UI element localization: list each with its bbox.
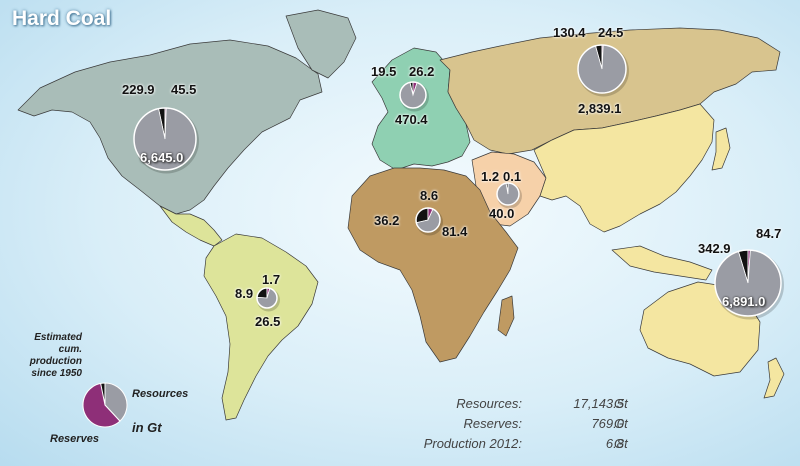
region-greenland (285, 9, 357, 79)
pie-latin-america (256, 287, 280, 312)
pie-austral-asia (714, 249, 784, 320)
europe-resources-label: 470.4 (395, 112, 428, 127)
pie-outline (133, 107, 197, 171)
la-resources-label: 26.5 (255, 314, 281, 329)
legend-note-line: since 1950 (31, 368, 82, 379)
region-asia (533, 103, 715, 233)
aa-reserves-label: 84.7 (756, 226, 782, 241)
summary-row-production: Production 2012: 6.8 Gt (392, 436, 642, 456)
legend-reserves-label: Reserves (50, 433, 99, 445)
pie-outline (496, 182, 520, 206)
africa-resources-label: 81.4 (442, 224, 468, 239)
cis-reserves-label: 24.5 (598, 25, 624, 40)
summary-row-resources: Resources: 17,143.5 Gt (392, 396, 642, 416)
europe-reserves-label: 26.2 (409, 64, 435, 79)
legend-resources-label: Resources (132, 388, 189, 400)
pie-africa (415, 207, 443, 236)
aa-resources-label: 6,891.0 (722, 294, 766, 309)
summary-key: Resources: (456, 396, 522, 411)
pie-outline (399, 81, 427, 109)
pie-outline (714, 249, 782, 317)
me-resources-label: 40.0 (489, 206, 515, 221)
legend-note-line: Estimated (34, 332, 82, 343)
me-reserves-label: 0.1 (503, 169, 522, 184)
region-south-america (203, 233, 319, 421)
region-europe (371, 47, 471, 171)
legend-reserves-slice (82, 382, 121, 428)
pie-outline (415, 207, 441, 233)
legend-production-note: Estimated cum. production since 1950 (6, 332, 82, 380)
legend-resources-slice (104, 382, 128, 422)
cis-production-label: 130.4 (553, 25, 586, 40)
pie-outline (256, 287, 278, 309)
pie-cis (577, 44, 629, 97)
summary-unit: Gt (614, 416, 628, 431)
cis-resources-label: 2,839.1 (578, 101, 622, 116)
legend-note-line: cum. (58, 344, 82, 355)
me-production-label: 1.2 (481, 169, 500, 184)
africa-production-label: 36.2 (374, 213, 400, 228)
summary-unit: Gt (614, 436, 628, 451)
region-indonesia (611, 245, 713, 281)
aa-production-label: 342.9 (698, 241, 731, 256)
region-new-zealand (763, 357, 785, 399)
map-title: Hard Coal (12, 7, 112, 30)
na-reserves-label: 45.5 (171, 82, 197, 97)
summary-key: Reserves: (463, 416, 522, 431)
pie-north-america (133, 107, 199, 174)
summary-block: Resources: 17,143.5 Gt Reserves: 769.0 G… (392, 396, 642, 456)
pie-europe (399, 81, 429, 112)
la-production-label: 8.9 (235, 286, 254, 301)
europe-production-label: 19.5 (371, 64, 397, 79)
summary-key: Production 2012: (423, 436, 522, 451)
summary-value: 6.8 (605, 436, 624, 451)
summary-row-reserves: Reserves: 769.0 Gt (392, 416, 642, 436)
pie-charts (133, 44, 784, 320)
region-central-america (159, 205, 223, 247)
summary-value: 769.0 (591, 416, 624, 431)
summary-unit: Gt (614, 396, 628, 411)
region-africa (347, 167, 519, 363)
region-japan (711, 127, 731, 171)
legend-note-line: production (29, 356, 82, 367)
la-reserves-label: 1.7 (262, 272, 281, 287)
legend-unit-label: in Gt (132, 420, 162, 435)
legend-pie (82, 382, 128, 428)
pie-outline (577, 44, 627, 94)
africa-reserves-label: 8.6 (420, 188, 439, 203)
na-production-label: 229.9 (122, 82, 155, 97)
pie-middle-east (496, 182, 522, 209)
summary-value: 17,143.5 (573, 396, 624, 411)
na-resources-label: 6,645.0 (140, 150, 184, 165)
region-madagascar (497, 295, 515, 337)
